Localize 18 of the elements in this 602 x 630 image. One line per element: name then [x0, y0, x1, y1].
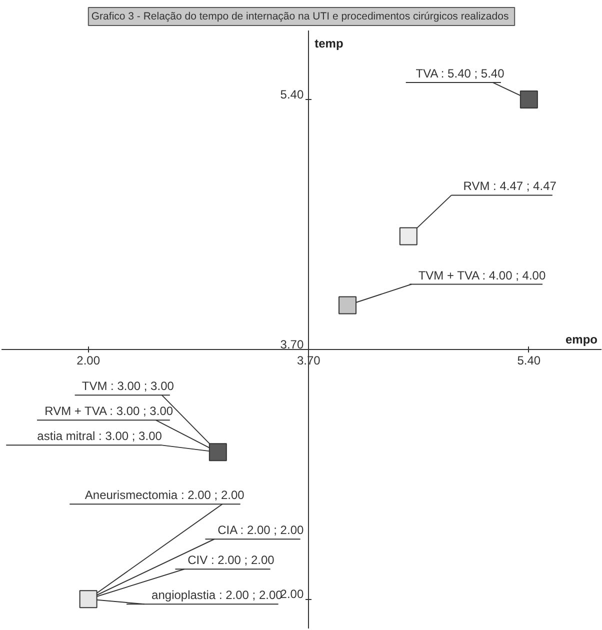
annotation: TVM : 3.00 ; 3.00 [82, 379, 174, 394]
x-tick-label: 5.40 [517, 353, 541, 368]
annotation: TVM + TVA : 4.00 ; 4.00 [418, 268, 546, 282]
x-axis-title: empo [565, 332, 598, 346]
y-tick-label: 5.40 [280, 88, 304, 102]
chart-title: Grafico 3 - Relação do tempo de internação na UTI e procedimentos cirúrgicos realizados [91, 10, 509, 22]
annotation: TVA : 5.40 ; 5.40 [416, 66, 505, 81]
annotation: CIA : 2.00 ; 2.00 [218, 523, 304, 538]
annotation: RVM + TVA : 3.00 ; 3.00 [44, 404, 174, 418]
annotation: Aneurismectomia : 2.00 ; 2.00 [84, 488, 245, 502]
y-axis-title: temp [314, 36, 344, 50]
annotation: angioplastia : 2.00 ; 2.00 [152, 588, 283, 602]
y-tick-label: 2.00 [280, 587, 304, 602]
annotation: RVM : 4.47 ; 4.47 [463, 179, 557, 194]
annotation: astia mitral : 3.00 ; 3.00 [37, 429, 162, 444]
y-tick-label: 3.70 [280, 337, 304, 352]
annotation: CIV : 2.00 ; 2.00 [188, 553, 275, 568]
x-tick-label: 2.00 [76, 353, 100, 368]
